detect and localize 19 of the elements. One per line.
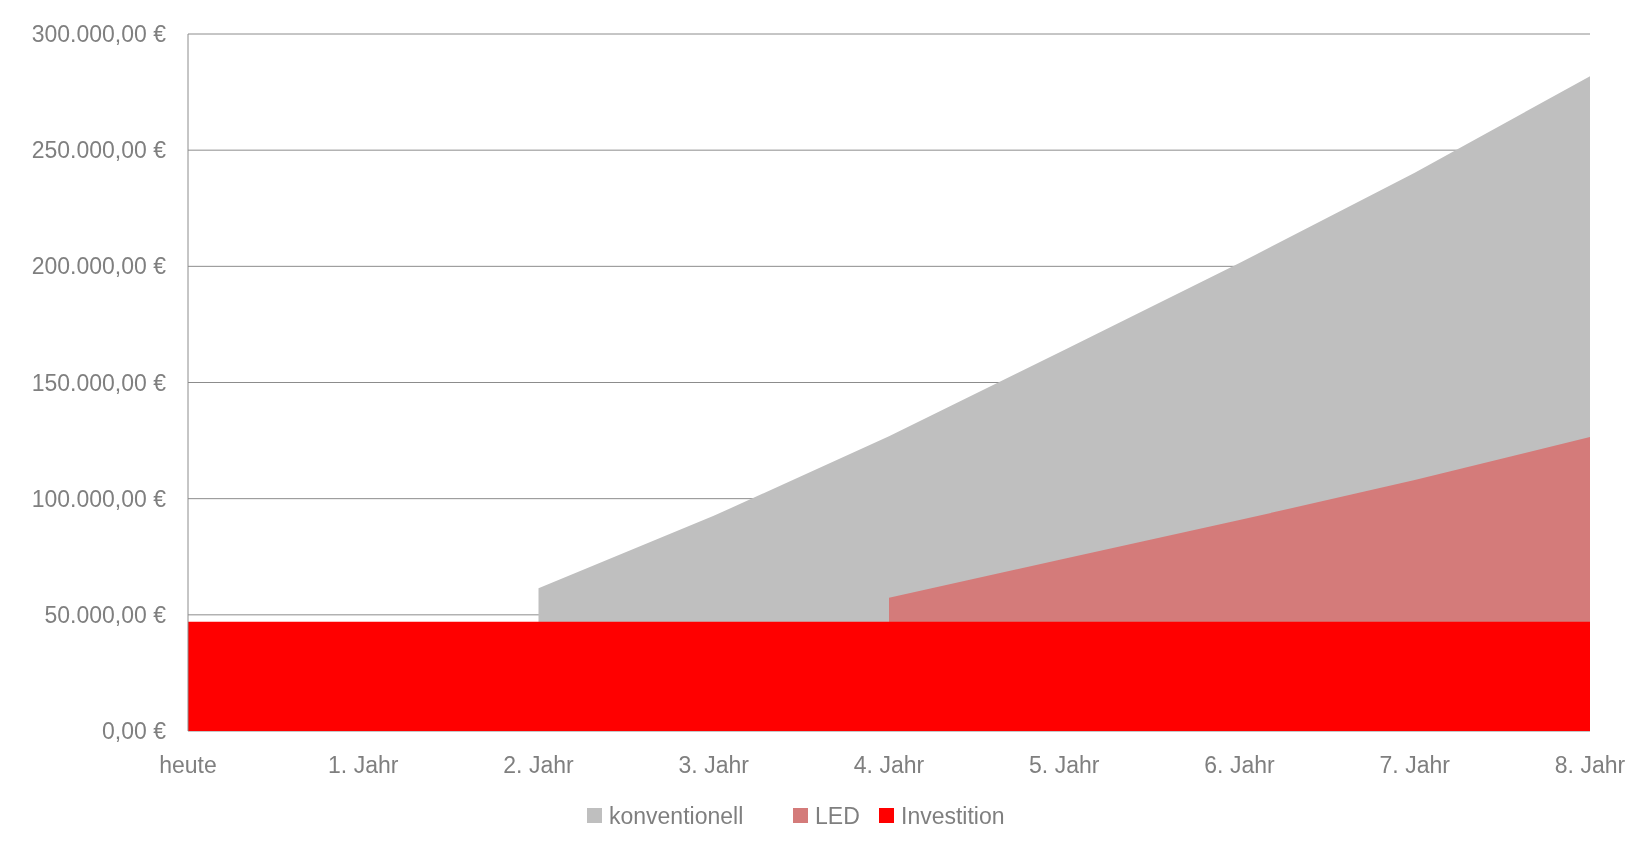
y-tick-label: 0,00 € [102, 718, 167, 745]
legend-label: LED [815, 803, 860, 830]
x-tick-label: 8. Jahr [1554, 752, 1626, 778]
legend-label: Investition [901, 803, 1005, 830]
x-tick-label: 5. Jahr [1029, 752, 1100, 778]
y-tick-label: 300.000,00 € [31, 21, 167, 48]
x-tick-label: 6. Jahr [1204, 752, 1275, 778]
x-tick-label: 3. Jahr [678, 752, 750, 778]
y-tick-label: 150.000,00 € [31, 369, 167, 396]
x-tick-label: 4. Jahr [853, 752, 925, 778]
y-tick-label: 50.000,00 € [44, 601, 167, 628]
y-tick-label: 100.000,00 € [31, 485, 167, 512]
x-tick-label: heute [159, 752, 217, 778]
legend-label: konventionell [609, 803, 744, 830]
y-tick-label: 200.000,00 € [31, 253, 167, 280]
y-tick-label: 250.000,00 € [31, 137, 167, 164]
x-tick-label: 2. Jahr [503, 752, 574, 778]
x-tick-label: 7. Jahr [1379, 752, 1451, 778]
x-tick-label: 1. Jahr [328, 752, 399, 778]
